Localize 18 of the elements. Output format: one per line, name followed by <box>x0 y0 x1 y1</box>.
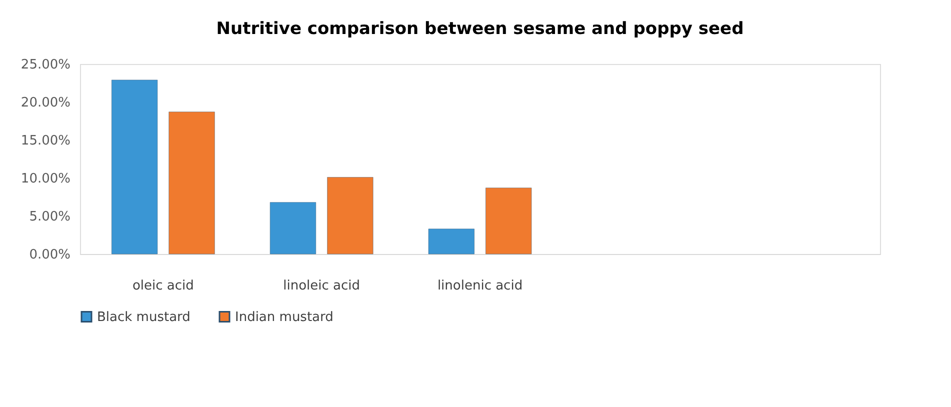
bar <box>327 176 374 254</box>
bar <box>111 80 158 254</box>
y-tick-label: 10.00% <box>20 172 70 186</box>
x-tick-label: oleic acid <box>132 278 194 294</box>
bar <box>270 202 316 254</box>
bar <box>428 228 475 254</box>
bar <box>168 112 215 254</box>
y-tick-label: 15.00% <box>20 134 70 148</box>
y-tick-label: 5.00% <box>29 210 70 224</box>
x-tick-label: linoleic acid <box>283 278 360 294</box>
chart-title: Nutritive comparison between sesame and poppy seed <box>216 19 744 39</box>
x-tick-label: linolenic acid <box>437 278 523 294</box>
legend-label: Indian mustard <box>235 310 334 325</box>
y-tick-label: 20.00% <box>20 96 70 110</box>
y-tick-label: 0.00% <box>29 248 70 262</box>
legend-label: Black mustard <box>97 310 190 325</box>
y-tick-label: 25.00% <box>20 58 70 72</box>
bar <box>485 188 532 254</box>
